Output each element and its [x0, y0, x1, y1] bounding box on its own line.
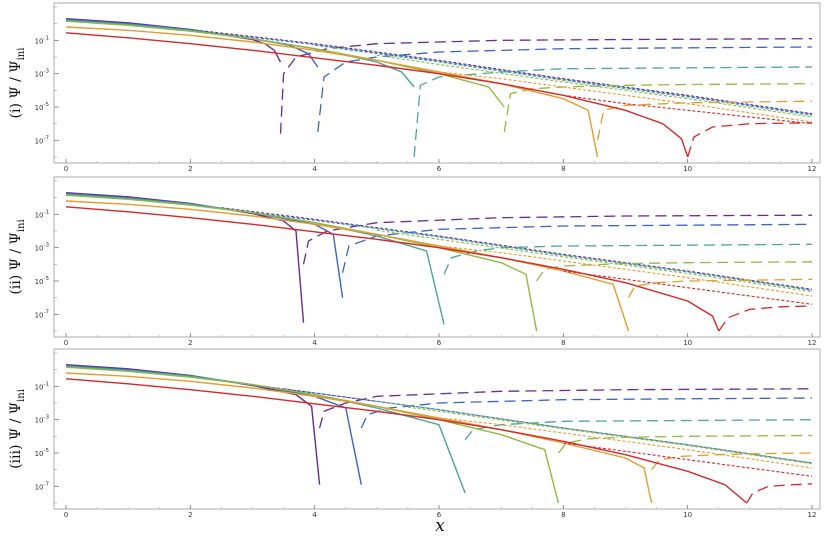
- x-tick-label: 0: [64, 511, 68, 519]
- series-1-solid-line: [65, 192, 305, 323]
- x-tick-label: 6: [437, 165, 442, 173]
- series-5-short-dash-line: [438, 71, 813, 123]
- series-group: [65, 18, 813, 158]
- series-2-long-dash-line: [341, 223, 813, 273]
- series-3-short-dash-line: [345, 223, 813, 291]
- series-4-long-dash-line: [536, 261, 813, 282]
- y-tick-label: 10-7: [35, 481, 50, 491]
- series-6-short-dash-line: [563, 442, 813, 477]
- x-tick-label: 12: [808, 511, 817, 519]
- y-tick-label: 10-3: [35, 415, 50, 425]
- y-tick-label: 10-1: [35, 381, 49, 391]
- series-4-solid-line: [65, 366, 560, 504]
- x-tick-label: 10: [683, 165, 692, 173]
- x-tick-label: 6: [437, 339, 442, 347]
- plot-frame: [53, 176, 821, 338]
- x-tick-label: 4: [312, 511, 317, 519]
- series-6-long-dash-line: [687, 122, 813, 158]
- series-5-long-dash-line: [596, 100, 813, 141]
- x-tick-label: 0: [64, 165, 68, 173]
- y-axis-label: (i) Ψ / Ψini: [8, 48, 27, 119]
- series-5-long-dash-line: [651, 452, 813, 471]
- series-1-long-dash-line: [302, 214, 813, 265]
- x-tick-label: 0: [64, 339, 68, 347]
- series-6-long-dash-line: [718, 305, 813, 332]
- x-tick-label: 10: [683, 339, 692, 347]
- series-2-solid-line: [65, 192, 344, 298]
- y-tick-label: 10-1: [35, 35, 49, 45]
- plot-frame: [53, 348, 821, 510]
- x-tick-label: 8: [561, 165, 565, 173]
- series-1-solid-line: [65, 364, 321, 485]
- y-tick-label: 10-5: [35, 448, 50, 458]
- panel-2: 10-1 10-3 10-5 10-7 0 2 4 6 8 10 12 (ii) Ψ / Ψini: [8, 176, 821, 347]
- x-tick-label: 12: [808, 339, 817, 347]
- x-axis-label: x: [435, 516, 445, 536]
- y-tick-label: 10-5: [35, 102, 50, 112]
- y-tick-label: 10-5: [35, 276, 50, 286]
- y-tick-label: 10-7: [35, 135, 50, 145]
- x-tick-label: 4: [312, 165, 317, 173]
- series-6-short-dash-line: [563, 270, 813, 305]
- x-tick-label: 8: [561, 339, 565, 347]
- series-4-short-dash-line: [376, 54, 813, 118]
- x-tick-label: 2: [188, 165, 192, 173]
- series-2-short-dash-line: [283, 388, 813, 464]
- series-3-long-dash-line: [413, 66, 813, 158]
- series-4-short-dash-line: [407, 406, 813, 465]
- series-4-solid-line: [65, 194, 538, 332]
- series-5-solid-line: [65, 372, 653, 504]
- series-1-short-dash-line: [190, 28, 813, 115]
- series-4-solid-line: [65, 20, 505, 108]
- series-3-long-dash-line: [464, 419, 813, 441]
- series-6-solid-line: [65, 32, 689, 158]
- series-5-short-dash-line: [438, 417, 813, 469]
- x-tick-label: 2: [188, 339, 192, 347]
- series-5-solid-line: [65, 26, 599, 158]
- series-1-long-dash-line: [318, 388, 813, 429]
- panel-3: 10-1 10-3 10-5 10-7 0 2 4 6 8 10 12 (iii) Ψ / Ψini: [8, 348, 821, 519]
- series-6-solid-line: [65, 378, 748, 504]
- series-group: [65, 364, 813, 504]
- series-2-long-dash-line: [317, 46, 813, 133]
- x-tick-label: 12: [808, 165, 817, 173]
- series-2-short-dash-line: [221, 33, 813, 116]
- series-6-long-dash-line: [746, 483, 813, 504]
- series-3-short-dash-line: [376, 400, 813, 464]
- series-4-short-dash-line: [376, 229, 813, 293]
- panel-1: 10-1 10-3 10-5 10-7 0 2 4 6 8 10 12 (i) Ψ / Ψini: [8, 2, 821, 173]
- y-axis-label: (iii) Ψ / Ψini: [8, 389, 27, 469]
- series-6-short-dash-line: [563, 94, 813, 125]
- y-axis-label: (ii) Ψ / Ψini: [8, 219, 27, 294]
- plot-frame: [53, 2, 821, 164]
- series-1-solid-line: [65, 18, 282, 63]
- series-1-short-dash-line: [221, 207, 813, 290]
- x-tick-label: 4: [312, 339, 317, 347]
- series-5-long-dash-line: [628, 278, 813, 299]
- series-3-short-dash-line: [314, 44, 813, 116]
- series-1-long-dash-line: [279, 38, 813, 134]
- y-tick-label: 10-1: [35, 209, 49, 219]
- series-2-long-dash-line: [360, 397, 813, 429]
- x-tick-label: 2: [188, 511, 192, 519]
- series-4-long-dash-line: [557, 434, 813, 454]
- x-tick-label: 8: [561, 511, 565, 519]
- series-5-solid-line: [65, 200, 630, 332]
- series-6-solid-line: [65, 206, 720, 332]
- series-3-solid-line: [65, 365, 466, 494]
- y-tick-label: 10-3: [35, 69, 50, 79]
- y-tick-label: 10-3: [35, 243, 50, 253]
- series-5-short-dash-line: [438, 245, 813, 297]
- x-tick-label: 6: [437, 511, 442, 519]
- series-group: [65, 192, 813, 332]
- y-tick-label: 10-7: [35, 309, 50, 319]
- x-tick-label: 10: [683, 511, 692, 519]
